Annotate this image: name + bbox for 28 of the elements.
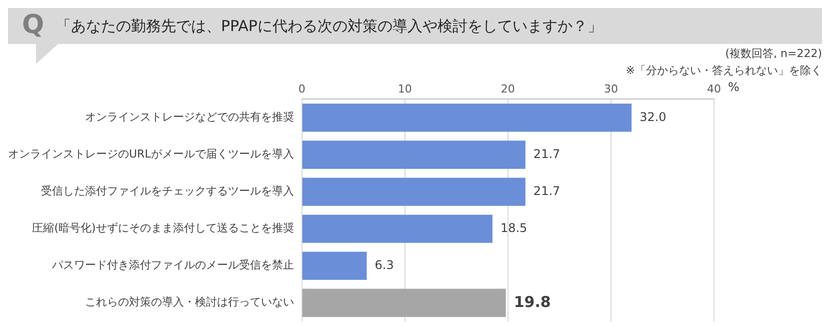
text: Q	[22, 10, 44, 40]
chart-title: 「あなたの勤務先では、PPAPに代わる次の対策の導入や検討をしていますか？」	[56, 17, 602, 36]
text: (複数回答, n=222)	[725, 46, 822, 61]
bar	[302, 104, 632, 132]
x-tick-label: 0	[298, 82, 306, 96]
bar	[302, 252, 367, 280]
x-tick-label: 20	[500, 82, 515, 96]
data-label: 21.7	[533, 184, 560, 198]
y-tick-label: オンラインストレージのURLがメールで届くツールを導入	[8, 148, 294, 161]
bar	[302, 288, 506, 317]
bar	[302, 214, 492, 243]
data-label: 6.3	[374, 258, 394, 272]
y-tick-label: オンラインストレージなどでの共有を推奨	[84, 110, 294, 124]
bar	[302, 178, 526, 206]
data-label: 19.8	[514, 292, 551, 311]
y-tick-label: パスワード付き添付ファイルのメール受信を禁止	[50, 258, 294, 272]
data-label: 32.0	[640, 110, 666, 124]
text: ※「分からない・答えられない」を除く	[626, 63, 822, 78]
x-tick-label: 30	[604, 82, 618, 96]
y-tick-label: 受信した添付ファイルをチェックするツールを導入	[40, 184, 294, 198]
x-tick-label: 10	[398, 82, 412, 96]
y-tick-label: 圧縮(暗号化)せずにそのまま添付して送ることを推奨	[32, 222, 294, 235]
data-label: 21.7	[533, 146, 560, 161]
x-axis-title: %	[728, 80, 740, 94]
bar	[302, 140, 526, 169]
data-label: 18.5	[500, 220, 528, 235]
y-tick-label: これらの対策の導入・検討は行っていない	[84, 296, 294, 309]
x-tick-label: 40	[707, 82, 721, 96]
